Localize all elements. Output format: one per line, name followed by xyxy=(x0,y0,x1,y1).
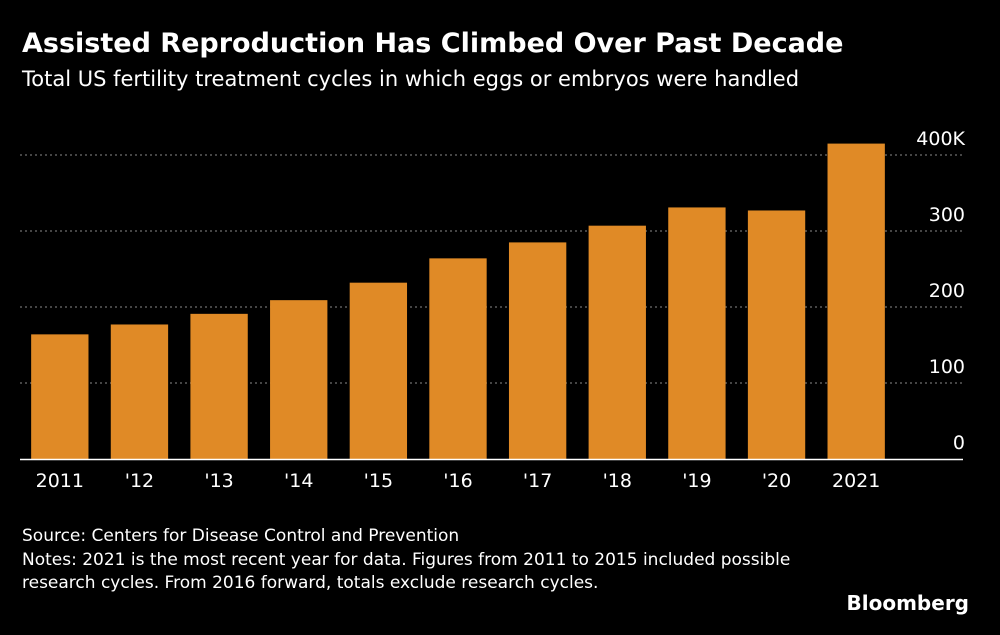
notes-text: Notes: 2021 is the most recent year for … xyxy=(22,550,791,593)
chart-title: Assisted Reproduction Has Climbed Over P… xyxy=(22,28,844,59)
bar xyxy=(190,313,248,459)
x-tick-label: '18 xyxy=(603,470,632,492)
x-tick-label: '20 xyxy=(762,470,791,492)
bar xyxy=(668,207,726,459)
x-tick-label: '12 xyxy=(125,470,154,492)
y-tick-label: 300 xyxy=(929,204,965,226)
bar xyxy=(747,210,806,459)
bar xyxy=(429,258,487,459)
x-tick-label: '14 xyxy=(284,470,313,492)
bar xyxy=(31,334,89,459)
x-tick-label: '13 xyxy=(204,470,233,492)
x-tick-label: 2021 xyxy=(832,470,880,492)
bar-chart: 0 100 200 300 400K 2011 '12 '13 '14 '15 '16 '17 '18 '… xyxy=(20,128,966,492)
source-note: Source: Centers for Disease Control and … xyxy=(22,526,460,546)
y-tick-label: 100 xyxy=(929,356,965,378)
bar xyxy=(349,282,408,459)
x-tick-label: '17 xyxy=(523,470,552,492)
x-tick-label: '19 xyxy=(682,470,711,492)
y-tick-label: 0 xyxy=(953,432,965,454)
y-tick-label: 400K xyxy=(916,128,965,150)
chart-subtitle: Total US fertility treatment cycles in w… xyxy=(22,67,800,91)
bloomberg-logo: Bloomberg xyxy=(846,591,969,615)
x-tick-label: '16 xyxy=(443,470,472,492)
bar xyxy=(508,242,567,459)
y-tick-label: 200 xyxy=(929,280,965,302)
x-tick-label: 2011 xyxy=(36,470,84,492)
bar xyxy=(270,300,328,459)
bar xyxy=(110,324,169,459)
x-tick-label: '15 xyxy=(364,470,393,492)
bar xyxy=(588,225,646,459)
bar xyxy=(827,143,885,459)
